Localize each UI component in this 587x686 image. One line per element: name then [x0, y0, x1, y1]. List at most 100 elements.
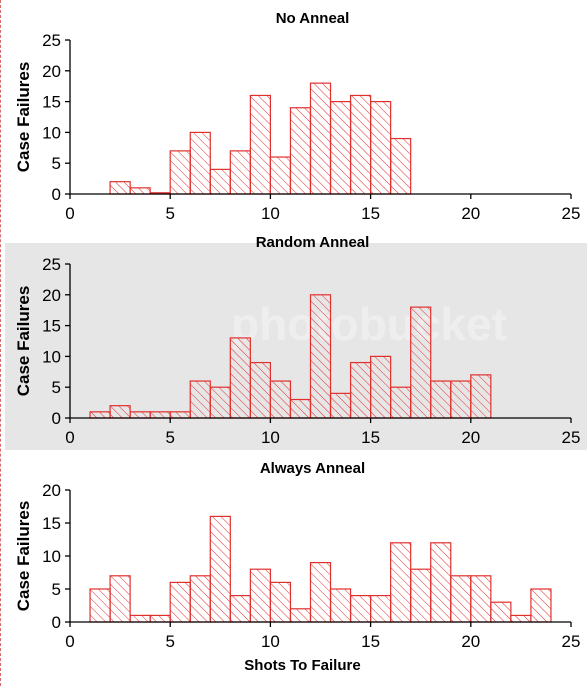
x-tick-label: 5	[165, 204, 174, 223]
x-tick-label: 10	[261, 204, 280, 223]
histogram-bar	[309, 82, 332, 195]
histogram-bar	[189, 575, 211, 623]
x-tick-label: 0	[65, 632, 74, 651]
histogram-bar	[470, 374, 492, 419]
x-tick-label: 25	[562, 428, 581, 447]
histogram-bar	[169, 150, 191, 195]
histogram-bar	[209, 515, 231, 623]
x-tick-label: 25	[562, 632, 581, 651]
x-tick-label: 15	[361, 632, 380, 651]
histogram-bar	[450, 575, 472, 623]
y-tick-label: 10	[42, 547, 61, 566]
histogram-bar	[470, 575, 492, 623]
histogram-bar	[229, 337, 251, 419]
y-tick-label: 0	[52, 613, 61, 632]
y-tick-label: 10	[42, 123, 61, 142]
y-tick-label: 5	[52, 154, 61, 173]
y-tick-label: 0	[52, 185, 61, 204]
histogram-bar	[329, 100, 352, 195]
histogram-bar	[229, 150, 251, 195]
y-tick-label: 10	[42, 347, 61, 366]
histogram-bar	[109, 575, 131, 623]
x-tick-label: 5	[165, 428, 174, 447]
y-tick-label: 15	[42, 514, 61, 533]
histogram-bar	[530, 588, 552, 623]
y-tick-label: 5	[52, 580, 61, 599]
y-tick-label: 20	[42, 62, 61, 81]
histogram-bar	[289, 107, 312, 195]
histogram-bar	[450, 380, 472, 419]
y-tick-label: 15	[42, 93, 61, 112]
histogram-bar	[349, 594, 372, 623]
histogram-bar	[309, 294, 332, 419]
histogram-bar	[430, 542, 452, 623]
histogram-bar	[189, 380, 211, 419]
x-tick-label: 10	[261, 428, 280, 447]
watermark-layer: photobucket	[231, 298, 507, 350]
y-tick-label: 0	[52, 409, 61, 428]
x-tick-label: 15	[361, 428, 380, 447]
photobucket-watermark: photobucket	[231, 298, 507, 350]
chart-random-anneal: Random Anneal Case Failures 0 5 10 15 20 25 0 5 10…	[14, 234, 580, 447]
histogram-bar	[129, 187, 151, 195]
chart-title: Always Anneal	[260, 460, 365, 477]
histogram-bar	[269, 581, 292, 623]
y-axis-label: Case Failures	[14, 501, 33, 612]
x-tick-label: 15	[361, 204, 380, 223]
histogram-bar	[370, 355, 392, 419]
histogram-bar	[269, 380, 292, 419]
histogram-bar	[370, 594, 392, 623]
histogram-bar	[109, 181, 131, 195]
histogram-bar	[430, 380, 452, 419]
y-tick-label: 15	[42, 317, 61, 336]
chart-title: No Anneal	[276, 10, 350, 27]
y-axis-label: Case Failures	[14, 286, 33, 397]
y-tick-label: 20	[42, 286, 61, 305]
histogram-bar	[249, 361, 271, 419]
x-tick-label: 10	[261, 632, 280, 651]
x-tick-label: 5	[165, 632, 174, 651]
x-tick-label: 0	[65, 428, 74, 447]
histogram-bar	[490, 601, 512, 623]
y-tick-label: 25	[42, 255, 61, 274]
x-tick-label: 20	[461, 632, 480, 651]
histogram-bar	[329, 588, 352, 623]
x-tick-label: 20	[461, 204, 480, 223]
histogram-bar	[89, 411, 111, 419]
chart-no-anneal: No Anneal Case Failures 0 5 10 15 20 25 0 5 10 15 20…	[14, 10, 580, 223]
histogram-bar	[370, 100, 392, 195]
histogram-bar	[89, 588, 111, 623]
y-axis-label: Case Failures	[14, 62, 33, 173]
x-tick-label: 20	[461, 428, 480, 447]
histogram-bar	[390, 386, 412, 419]
histogram-bar	[289, 608, 312, 623]
y-tick-label: 5	[52, 378, 61, 397]
histogram-bar	[349, 94, 372, 195]
histogram-bar	[510, 614, 532, 623]
histogram-bar	[189, 131, 211, 195]
chart-always-anneal: Always Anneal Case Failures 0 5 10 15 20 0 5 10 15…	[14, 460, 580, 674]
histogram-bar	[129, 411, 151, 419]
histogram-bar	[390, 542, 412, 623]
histogram-bar	[129, 614, 151, 623]
histogram-bar	[249, 94, 271, 195]
histogram-bar	[390, 137, 412, 195]
y-tick-label: 20	[42, 481, 61, 500]
histogram-bar	[249, 568, 271, 623]
x-tick-label: 25	[562, 204, 581, 223]
histogram-bar	[109, 405, 131, 419]
y-tick-label: 25	[42, 31, 61, 50]
histogram-bar	[289, 398, 312, 419]
histogram-bar	[149, 614, 171, 623]
histogram-bar	[149, 411, 171, 419]
x-axis-label: Shots To Failure	[244, 657, 360, 674]
histogram-bar	[169, 411, 191, 419]
histogram-bar	[229, 594, 251, 623]
histogram-bar	[410, 306, 432, 419]
histogram-bar	[269, 156, 292, 195]
histogram-bar	[209, 168, 231, 195]
histogram-bar	[410, 568, 432, 623]
histogram-bar	[309, 561, 332, 623]
